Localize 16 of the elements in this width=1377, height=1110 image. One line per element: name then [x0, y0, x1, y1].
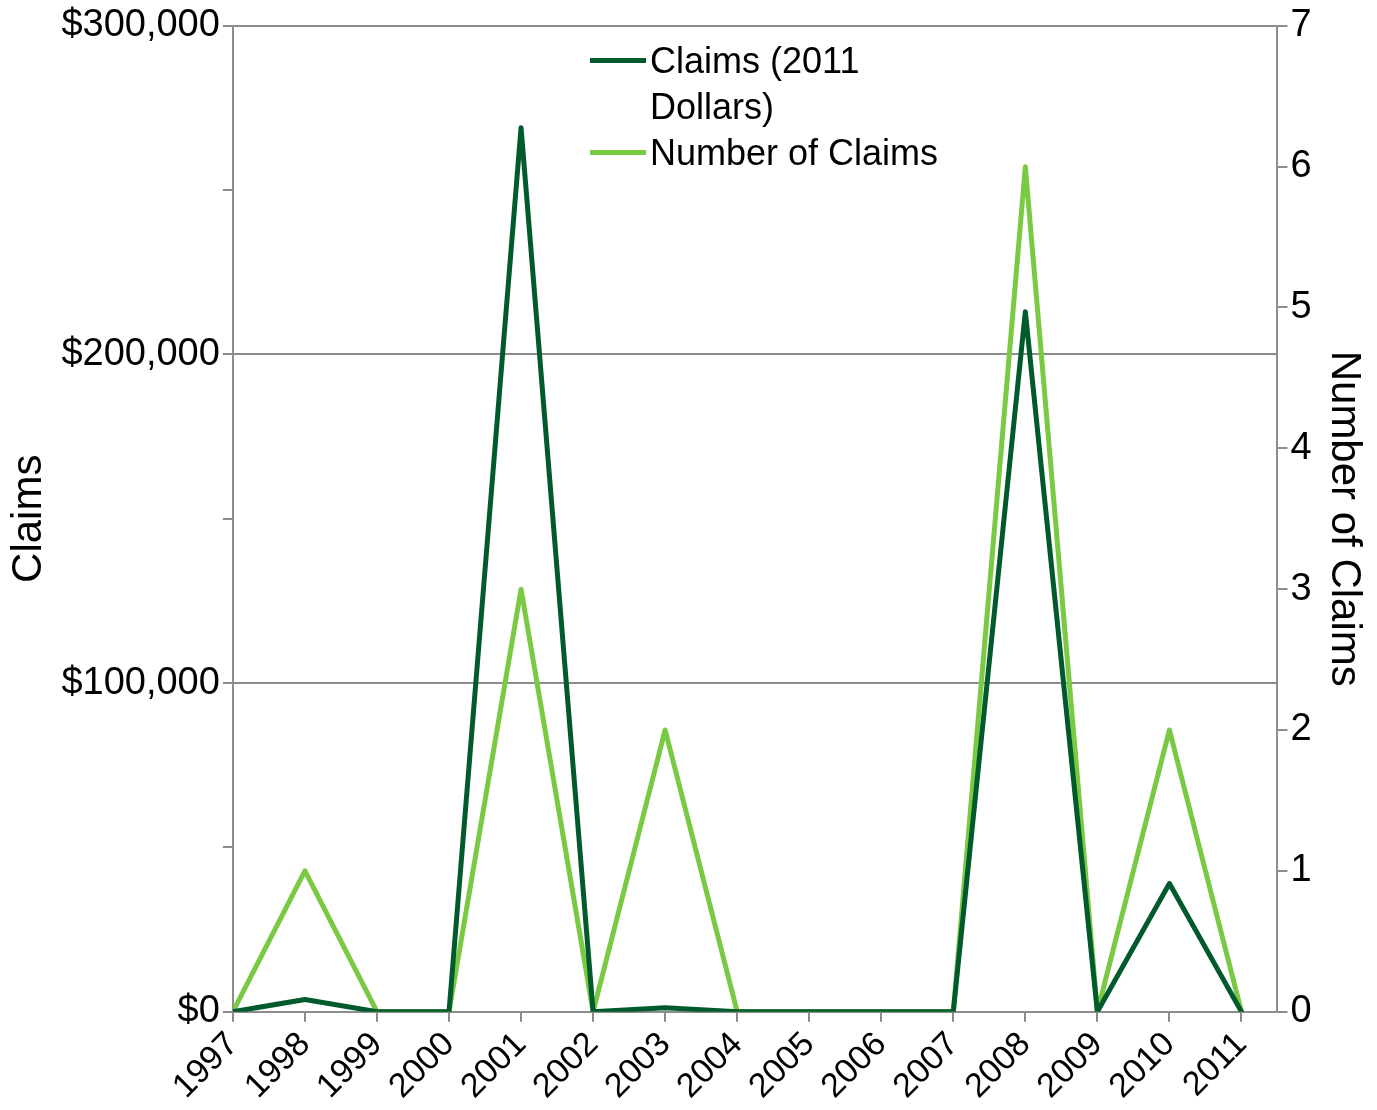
y-tick-label: $0: [177, 988, 220, 1031]
y-axis-title: Claims: [2, 454, 50, 583]
y2-axis-title: Number of Claims: [1323, 350, 1371, 687]
y2-tick-label: 7: [1290, 2, 1312, 45]
y2-tick-label: 5: [1290, 283, 1312, 326]
y2-tick-label: 4: [1290, 424, 1312, 467]
y-tick-label: $300,000: [61, 2, 220, 45]
y2-tick-label: 6: [1290, 143, 1312, 186]
y2-tick-label: 0: [1290, 988, 1312, 1031]
y2-tick-label: 1: [1290, 847, 1312, 890]
y2-tick-label: 2: [1290, 706, 1312, 749]
y-tick-label: $100,000: [61, 659, 220, 702]
legend-label: Claims (2011 Dollars): [650, 39, 861, 129]
y2-tick-label: 3: [1290, 565, 1312, 608]
y-tick-label: $200,000: [61, 330, 220, 373]
legend-label: Number of Claims: [650, 131, 940, 175]
